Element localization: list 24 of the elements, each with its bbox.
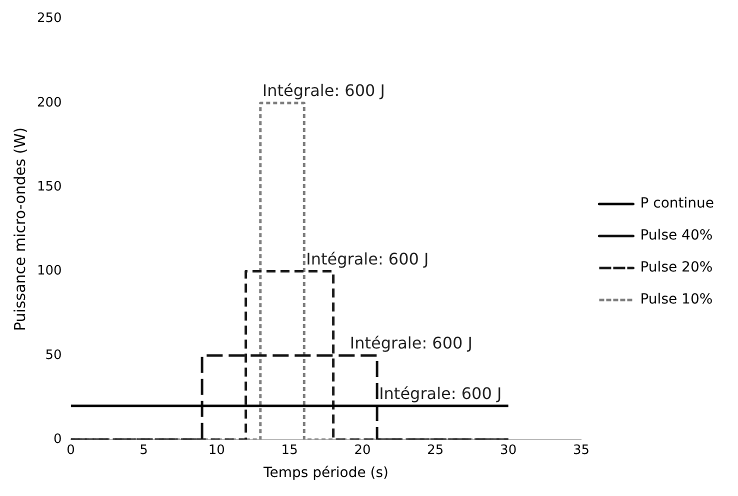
y-axis-title: Puissance micro-ondes (W) (10, 127, 29, 331)
x-tick-label: 35 (572, 442, 590, 458)
y-tick-label: 250 (36, 11, 62, 26)
annotation: Intégrale: 600 J (379, 384, 502, 404)
x-tick-label: 5 (140, 442, 148, 458)
x-tick-label: 0 (66, 442, 75, 458)
y-tick-label: 150 (36, 179, 62, 194)
legend-label: Pulse 10% (640, 292, 713, 308)
legend-label: Pulse 40% (640, 228, 713, 244)
x-tick-label: 10 (208, 442, 225, 458)
legend-label: Pulse 20% (640, 260, 713, 276)
annotation: Intégrale: 600 J (262, 81, 386, 100)
x-tick-label: 15 (281, 442, 298, 458)
y-tick-label: 0 (54, 432, 62, 447)
annotation: Intégrale: 600 J (350, 334, 473, 353)
x-tick-label: 20 (354, 442, 371, 458)
x-tick-label: 30 (500, 442, 517, 458)
x-tick-label: 25 (427, 442, 444, 458)
y-tick-label: 100 (36, 264, 62, 279)
y-tick-label: 50 (45, 348, 62, 363)
legend-label: P continue (640, 196, 714, 212)
y-tick-label: 200 (36, 95, 62, 110)
annotation: Intégrale: 600 J (306, 249, 429, 268)
x-axis-title: Temps période (s) (262, 465, 388, 482)
